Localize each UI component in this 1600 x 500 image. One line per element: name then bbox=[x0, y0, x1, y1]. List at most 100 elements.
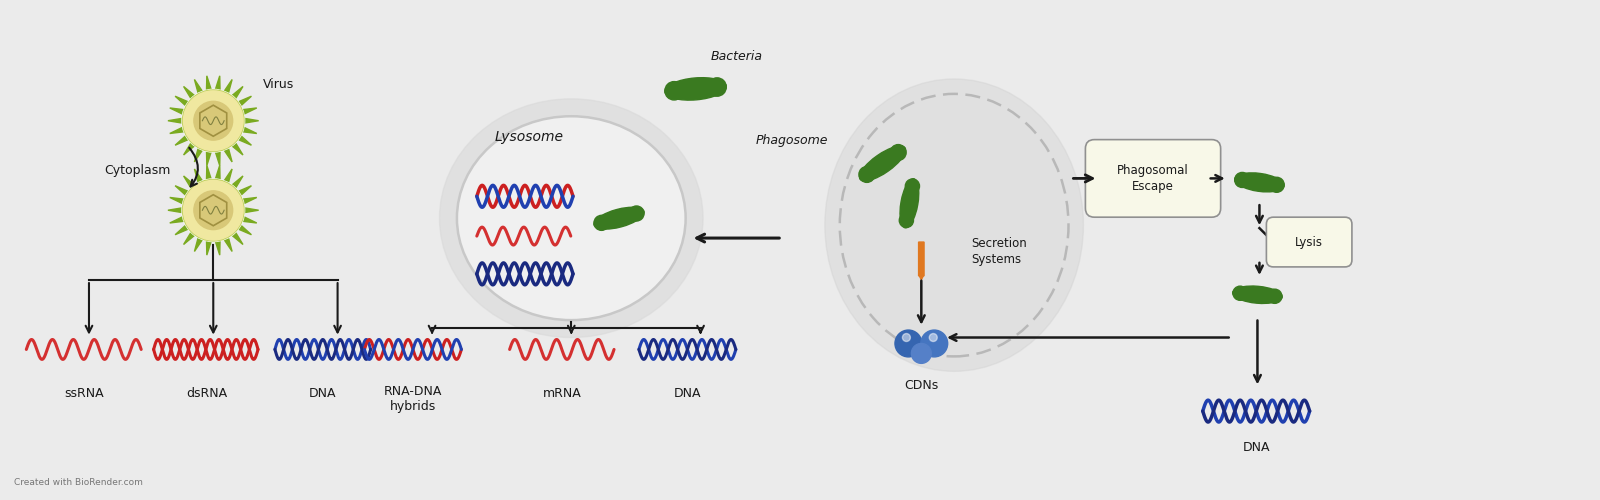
Polygon shape bbox=[214, 237, 221, 255]
Polygon shape bbox=[168, 207, 186, 213]
Circle shape bbox=[906, 179, 920, 193]
Circle shape bbox=[912, 344, 931, 363]
Polygon shape bbox=[235, 133, 251, 145]
Text: DNA: DNA bbox=[1243, 441, 1270, 454]
Circle shape bbox=[890, 144, 906, 160]
Polygon shape bbox=[170, 108, 187, 116]
Polygon shape bbox=[170, 198, 187, 205]
Circle shape bbox=[859, 166, 875, 182]
Polygon shape bbox=[222, 144, 232, 162]
Circle shape bbox=[194, 191, 232, 230]
Polygon shape bbox=[206, 166, 213, 184]
Circle shape bbox=[194, 102, 232, 140]
Circle shape bbox=[899, 214, 914, 228]
Circle shape bbox=[707, 78, 726, 96]
Ellipse shape bbox=[826, 79, 1083, 372]
Circle shape bbox=[930, 334, 938, 342]
Polygon shape bbox=[174, 186, 192, 198]
Text: mRNA: mRNA bbox=[542, 387, 582, 400]
Ellipse shape bbox=[448, 108, 694, 329]
Text: Secretion
Systems: Secretion Systems bbox=[971, 238, 1027, 266]
Text: Created with BioRender.com: Created with BioRender.com bbox=[14, 478, 144, 486]
Circle shape bbox=[629, 206, 645, 221]
Ellipse shape bbox=[1232, 286, 1282, 304]
Circle shape bbox=[182, 179, 245, 242]
Circle shape bbox=[605, 212, 621, 228]
Polygon shape bbox=[214, 166, 221, 184]
Circle shape bbox=[922, 330, 947, 357]
Polygon shape bbox=[240, 118, 259, 124]
Polygon shape bbox=[222, 169, 232, 186]
Polygon shape bbox=[195, 80, 205, 97]
Polygon shape bbox=[214, 148, 221, 166]
Polygon shape bbox=[206, 237, 213, 255]
Text: Lysosome: Lysosome bbox=[494, 130, 565, 143]
Circle shape bbox=[1267, 289, 1282, 304]
Polygon shape bbox=[184, 229, 197, 244]
Polygon shape bbox=[168, 118, 186, 124]
Circle shape bbox=[182, 90, 245, 152]
Polygon shape bbox=[195, 144, 205, 162]
FancyBboxPatch shape bbox=[1266, 217, 1352, 267]
Polygon shape bbox=[195, 234, 205, 252]
Circle shape bbox=[184, 91, 243, 150]
Circle shape bbox=[666, 82, 683, 100]
Text: Cytoplasm: Cytoplasm bbox=[104, 164, 170, 177]
Circle shape bbox=[184, 180, 243, 240]
Circle shape bbox=[1258, 176, 1274, 190]
Text: Phagosome: Phagosome bbox=[755, 134, 827, 147]
Polygon shape bbox=[206, 148, 213, 166]
Ellipse shape bbox=[594, 207, 645, 229]
Text: RNA-DNA
hybrids: RNA-DNA hybrids bbox=[384, 385, 442, 413]
Polygon shape bbox=[238, 126, 256, 134]
Polygon shape bbox=[170, 126, 187, 134]
Circle shape bbox=[902, 334, 910, 342]
FancyBboxPatch shape bbox=[1085, 140, 1221, 217]
Polygon shape bbox=[195, 169, 205, 186]
Polygon shape bbox=[184, 176, 197, 192]
Text: CDNs: CDNs bbox=[904, 380, 939, 392]
Ellipse shape bbox=[666, 78, 726, 100]
Circle shape bbox=[1245, 287, 1259, 302]
Polygon shape bbox=[222, 234, 232, 252]
Polygon shape bbox=[174, 222, 192, 234]
Polygon shape bbox=[240, 207, 259, 213]
Polygon shape bbox=[206, 76, 213, 94]
Polygon shape bbox=[222, 80, 232, 97]
Polygon shape bbox=[229, 229, 243, 244]
Text: dsRNA: dsRNA bbox=[186, 387, 227, 400]
Text: Lysis: Lysis bbox=[1294, 236, 1323, 248]
Ellipse shape bbox=[901, 178, 918, 228]
Circle shape bbox=[618, 209, 632, 224]
Polygon shape bbox=[235, 96, 251, 108]
Circle shape bbox=[869, 160, 885, 175]
Text: DNA: DNA bbox=[674, 387, 701, 400]
Polygon shape bbox=[174, 96, 192, 108]
Polygon shape bbox=[170, 215, 187, 223]
Polygon shape bbox=[184, 86, 197, 102]
Circle shape bbox=[880, 152, 896, 168]
Circle shape bbox=[694, 79, 712, 98]
Polygon shape bbox=[229, 140, 243, 155]
Circle shape bbox=[1269, 178, 1285, 192]
Text: Bacteria: Bacteria bbox=[710, 50, 763, 63]
Polygon shape bbox=[174, 133, 192, 145]
Circle shape bbox=[1246, 174, 1261, 189]
Ellipse shape bbox=[859, 146, 906, 181]
Circle shape bbox=[1234, 286, 1248, 300]
Circle shape bbox=[1235, 172, 1250, 188]
Polygon shape bbox=[238, 108, 256, 116]
Polygon shape bbox=[229, 176, 243, 192]
Polygon shape bbox=[238, 215, 256, 223]
FancyArrow shape bbox=[918, 242, 925, 280]
Text: Virus: Virus bbox=[262, 78, 294, 91]
Polygon shape bbox=[214, 76, 221, 94]
Ellipse shape bbox=[458, 116, 686, 320]
Text: Phagosomal
Escape: Phagosomal Escape bbox=[1117, 164, 1189, 193]
Circle shape bbox=[1256, 288, 1270, 302]
Circle shape bbox=[901, 202, 915, 216]
Polygon shape bbox=[184, 140, 197, 155]
Text: DNA: DNA bbox=[309, 387, 336, 400]
Circle shape bbox=[678, 80, 698, 98]
Circle shape bbox=[894, 330, 922, 357]
